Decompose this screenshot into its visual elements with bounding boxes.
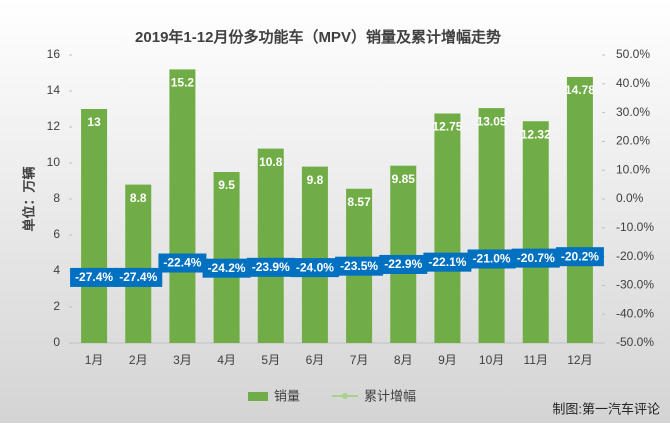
value-label-box <box>202 258 251 278</box>
value-label-box <box>467 249 516 269</box>
line-value-label: -21.0% <box>473 252 511 266</box>
y2-tick-label: 10.0% <box>616 162 650 176</box>
x-tick-label: 9月 <box>438 353 457 367</box>
y-axis-label: 单位：万辆 <box>21 166 36 231</box>
legend-label: 累计增幅 <box>364 388 416 403</box>
legend-marker <box>342 393 348 399</box>
value-label-box <box>290 258 339 278</box>
bar-value-label: 12.75 <box>432 120 462 134</box>
bar-value-label: 10.8 <box>259 155 283 169</box>
bar-value-label: 15.2 <box>171 76 195 90</box>
x-tick-label: 3月 <box>173 353 192 367</box>
value-label-box <box>158 253 207 273</box>
x-tick-label: 10月 <box>479 353 504 367</box>
line-value-label: -23.9% <box>252 260 290 274</box>
line-value-label: -22.9% <box>384 257 422 271</box>
y2-tick-label: 50.0% <box>616 47 650 61</box>
y2-tick-label: -50.0% <box>616 335 654 349</box>
value-label-box <box>423 252 472 272</box>
x-tick-label: 6月 <box>306 353 325 367</box>
bar-value-label: 8.8 <box>130 191 147 205</box>
y2-tick-label: -40.0% <box>616 306 654 320</box>
bar-value-label: 13.05 <box>477 114 507 128</box>
y2-tick-label: 0.0% <box>616 191 644 205</box>
value-label-box <box>114 267 163 287</box>
y-tick-label: 6 <box>53 227 60 241</box>
bar-value-label: 9.8 <box>307 173 324 187</box>
y2-tick-label: 20.0% <box>616 134 650 148</box>
source: 制图:第一汽车评论 <box>552 401 660 416</box>
x-tick-label: 7月 <box>350 353 369 367</box>
line-value-label: -24.2% <box>208 261 246 275</box>
line-value-label: -24.0% <box>296 260 334 274</box>
line-value-label: -20.7% <box>517 251 555 265</box>
line-value-label: -22.4% <box>163 256 201 270</box>
bar-value-label: 9.85 <box>392 172 416 186</box>
y2-tick-label: 30.0% <box>616 105 650 119</box>
legend-label: 销量 <box>274 388 300 403</box>
bar <box>213 172 240 343</box>
line-value-label: -22.1% <box>428 255 466 269</box>
x-tick-label: 2月 <box>129 353 148 367</box>
value-label-box <box>555 247 604 267</box>
bar-value-label: 8.57 <box>347 195 371 209</box>
x-tick-label: 5月 <box>261 353 280 367</box>
y-tick-label: 2 <box>53 299 60 313</box>
x-tick-label: 12月 <box>567 353 592 367</box>
bar-value-label: 9.5 <box>218 178 235 192</box>
bar-value-label: 13 <box>87 115 101 129</box>
y-tick-label: 14 <box>47 83 61 97</box>
y-tick-label: 10 <box>47 155 61 169</box>
line-value-label: -27.4% <box>75 270 113 284</box>
value-label-box <box>511 248 560 268</box>
bar <box>125 184 152 343</box>
bar-value-label: 12.32 <box>521 127 551 141</box>
chart-title: 2019年1-12月份多功能车（MPV）销量及累计增幅走势 <box>135 28 501 46</box>
bar <box>257 148 284 343</box>
y2-tick-label: -20.0% <box>616 249 654 263</box>
x-tick-label: 8月 <box>394 353 413 367</box>
bar <box>301 166 328 343</box>
y-tick-label: 12 <box>47 119 61 133</box>
line-value-label: -20.2% <box>561 249 599 263</box>
value-label-box <box>246 257 295 277</box>
bar <box>81 109 108 343</box>
bar <box>434 113 461 343</box>
legend-swatch <box>248 392 268 401</box>
bar <box>169 69 196 344</box>
line-value-label: -27.4% <box>119 270 157 284</box>
y2-tick-label: -30.0% <box>616 278 654 292</box>
y-tick-label: 8 <box>53 191 60 205</box>
y-tick-label: 16 <box>47 47 61 61</box>
bar <box>566 76 593 344</box>
bar <box>478 108 505 343</box>
value-label-box <box>70 267 119 287</box>
x-tick-label: 1月 <box>85 353 104 367</box>
y2-tick-label: -10.0% <box>616 220 654 234</box>
x-tick-label: 11月 <box>524 353 548 367</box>
bar <box>522 121 549 344</box>
bar <box>390 165 417 343</box>
y2-tick-label: 40.0% <box>616 76 650 90</box>
line-value-label: -23.5% <box>340 259 378 273</box>
bar-value-label: 14.78 <box>565 83 595 97</box>
value-label-box <box>379 254 428 274</box>
y-tick-label: 0 <box>53 335 60 349</box>
x-tick-label: 4月 <box>217 353 236 367</box>
value-label-box <box>335 256 384 276</box>
y-tick-label: 4 <box>53 263 60 277</box>
